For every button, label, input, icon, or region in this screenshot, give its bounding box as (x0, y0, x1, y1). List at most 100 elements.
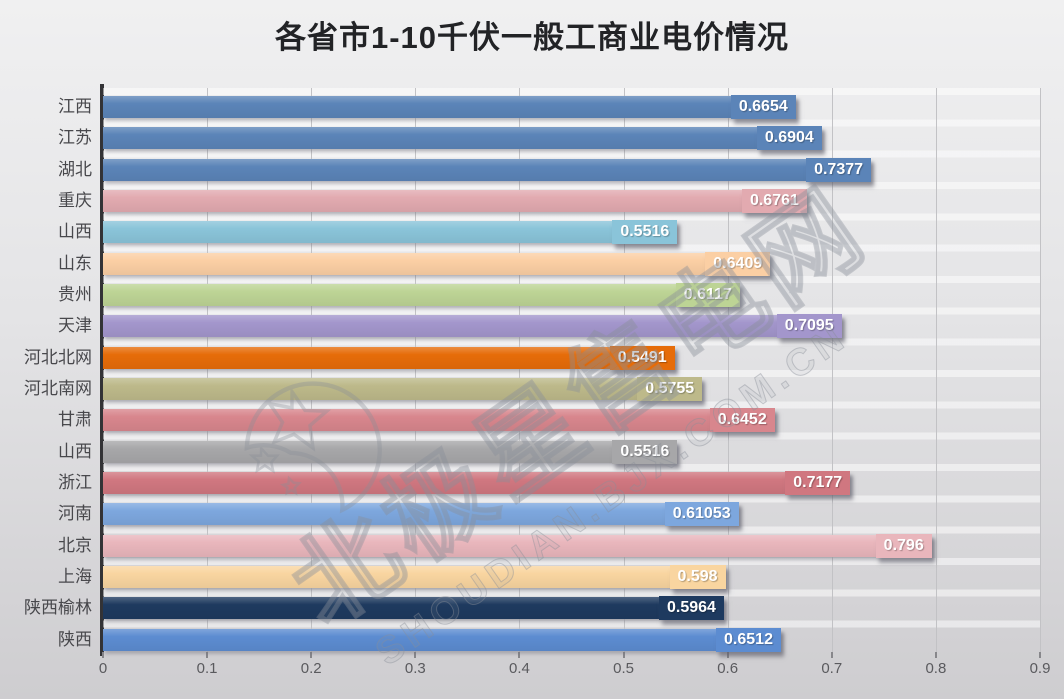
bar: 0.6409 (103, 251, 771, 276)
bar: 0.5491 (103, 345, 675, 370)
bar-row: 山西 0.5516 (58, 433, 1040, 464)
category-label: 河北南网 (24, 379, 92, 398)
category-label: 湖北 (58, 159, 92, 179)
category-label: 山西 (58, 441, 92, 461)
x-axis-tick-label: 0.4 (509, 660, 530, 677)
x-axis-tick (206, 652, 209, 658)
bar: 0.5516 (103, 439, 678, 464)
value-label: 0.7377 (806, 157, 872, 182)
gridline (415, 88, 417, 652)
value-label: 0.5516 (612, 220, 678, 245)
gridline (623, 88, 625, 652)
bar-row: 河北南网 0.5755 (24, 370, 1040, 401)
category-label: 陕西榆林 (24, 598, 92, 618)
gridline (311, 88, 313, 652)
bar: 0.6904 (103, 126, 822, 151)
bar-row: 江西 0.6654 (58, 88, 1040, 119)
category-label: 浙江 (58, 473, 92, 492)
category-label: 甘肃 (58, 410, 92, 430)
x-axis-tick (102, 652, 104, 658)
category-label: 天津 (58, 316, 92, 336)
value-label: 0.6452 (709, 408, 775, 433)
value-label: 0.6904 (756, 126, 822, 151)
x-axis-tick-label: 0.2 (300, 660, 322, 677)
bar-row: 甘肃 0.6452 (58, 401, 1040, 433)
category-label: 北京 (58, 535, 92, 555)
value-label: 0.6654 (730, 95, 796, 119)
gridline (831, 88, 833, 652)
bar: 0.6654 (103, 95, 796, 119)
chart-title: 各省市1-10千伏一般工商业电价情况 (274, 20, 790, 55)
x-axis-tick-label: 0.5 (613, 660, 634, 677)
gridline (727, 88, 729, 652)
value-label: 0.6512 (716, 627, 781, 652)
gridline (1040, 88, 1041, 652)
bar: 0.796 (103, 533, 932, 558)
gridline (935, 88, 937, 652)
value-label: 0.796 (875, 533, 932, 558)
bar: 0.7177 (103, 471, 851, 495)
x-axis-tick (726, 652, 729, 658)
bar-row: 湖北 0.7377 (58, 151, 1040, 182)
category-label: 山东 (58, 253, 92, 273)
bar-row: 江苏 0.6904 (58, 119, 1040, 151)
bar: 0.7095 (103, 314, 842, 339)
x-axis-tick (310, 652, 313, 658)
x-axis-tick (830, 652, 833, 658)
bar: 0.7377 (103, 157, 872, 182)
gridline (207, 88, 209, 652)
x-axis-tick-label: 0.6 (717, 660, 739, 677)
bar-row: 陕西 0.6512 (58, 621, 1040, 652)
bar-row: 河南 0.61053 (58, 495, 1040, 527)
bar: 0.61053 (103, 502, 739, 527)
x-axis-tick-label: 0.3 (404, 660, 426, 677)
value-label: 0.7177 (785, 471, 851, 495)
category-label: 山西 (58, 222, 92, 242)
x-axis-tick-label: 0.1 (196, 660, 218, 677)
bar: 0.5516 (103, 220, 678, 245)
bar: 0.598 (103, 565, 726, 589)
value-label: 0.6761 (741, 189, 807, 213)
x-axis-tick (518, 652, 521, 658)
value-label: 0.7095 (776, 314, 842, 339)
bar-row: 河北北网 0.5491 (24, 339, 1040, 370)
x-axis-tick-label: 0.9 (1029, 660, 1051, 677)
bar-row: 贵州 0.6117 (58, 276, 1040, 307)
x-axis-tick (934, 652, 937, 658)
y-axis-line (100, 84, 104, 656)
category-label: 河南 (58, 504, 92, 524)
bar: 0.6761 (103, 189, 807, 213)
bar: 0.6512 (103, 627, 781, 652)
value-label: 0.598 (669, 565, 726, 589)
x-axis-tick-label: 0 (98, 660, 108, 677)
x-axis-tick (622, 652, 625, 658)
category-label: 江苏 (58, 128, 92, 148)
bar-row: 天津 0.7095 (58, 307, 1040, 339)
value-label: 0.61053 (664, 502, 739, 527)
value-label: 0.6409 (705, 251, 771, 276)
bar-row: 上海 0.598 (58, 558, 1040, 589)
value-label: 0.5755 (637, 377, 703, 401)
category-label: 陕西 (58, 629, 92, 649)
category-label: 贵州 (58, 285, 92, 304)
bar: 0.6452 (103, 408, 775, 433)
category-label: 江西 (58, 97, 92, 116)
category-label: 上海 (58, 567, 92, 586)
bar: 0.5964 (103, 596, 724, 621)
bar-row: 山西 0.5516 (58, 213, 1040, 245)
bar-row: 山东 0.6409 (58, 245, 1040, 276)
plot-area: 0 0.1 0.2 0.3 0.4 0.5 0.6 0.7 0.8 0.9 江西 0.6654 江苏 0.… (24, 88, 1050, 677)
category-label: 重庆 (58, 191, 92, 210)
value-label: 0.5964 (658, 596, 724, 621)
value-label: 0.6117 (675, 283, 740, 307)
x-axis-tick (1039, 652, 1041, 658)
gridline (519, 88, 521, 652)
bar-row: 浙江 0.7177 (58, 464, 1040, 495)
value-label: 0.5491 (609, 345, 675, 370)
category-label: 河北北网 (24, 347, 92, 367)
value-label: 0.5516 (612, 439, 678, 464)
bar-row: 重庆 0.6761 (58, 182, 1040, 213)
x-axis-tick-label: 0.7 (821, 660, 843, 677)
bar-row: 陕西榆林 0.5964 (24, 589, 1040, 621)
